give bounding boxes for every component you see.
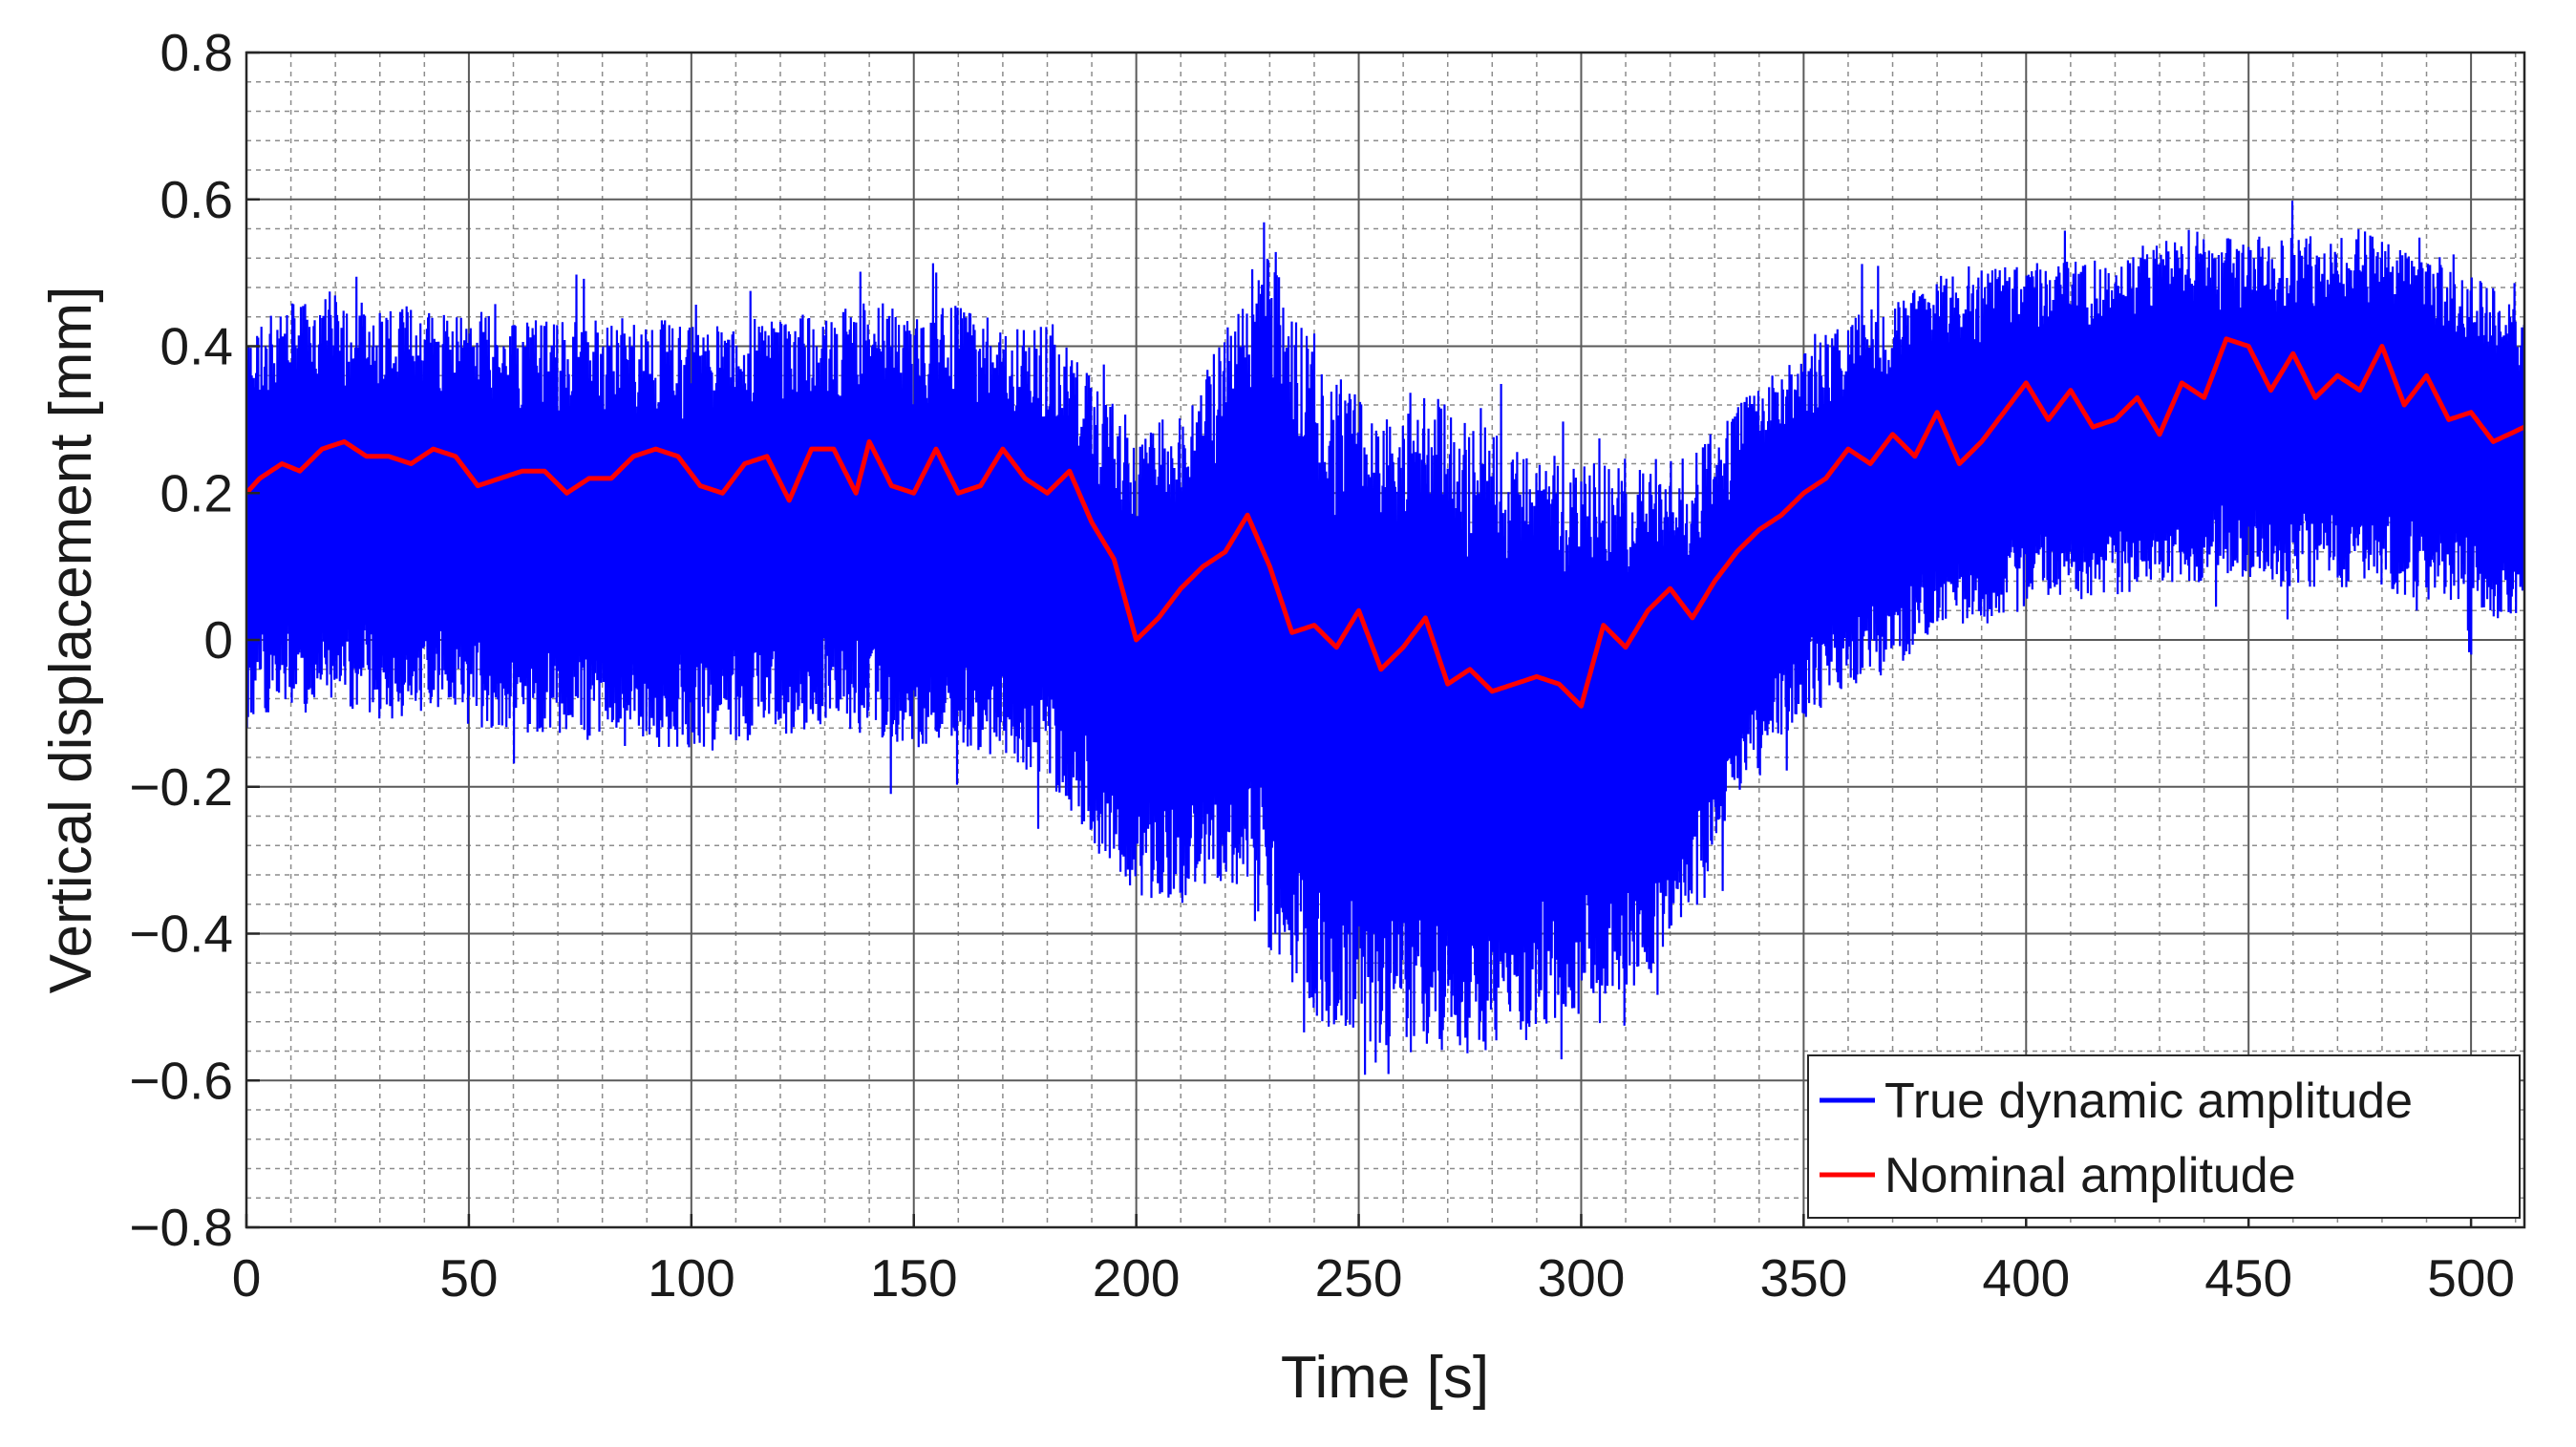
y-tick-label: −0.8	[129, 1198, 233, 1257]
y-tick-label: −0.2	[129, 757, 233, 817]
tick-labels: 0 50 100 150 200 250 300 350 400 450 500 −0.8 −0.6 −0…	[129, 23, 2515, 1308]
x-tick-label: 500	[2427, 1248, 2515, 1308]
y-tick-label: −0.6	[129, 1051, 233, 1110]
x-axis-title: Time [s]	[1281, 1345, 1489, 1411]
legend-label-nominal-amplitude: Nominal amplitude	[1884, 1148, 2296, 1203]
series-line-true-dynamic-amplitude	[246, 201, 2524, 1075]
legend-box	[1807, 1054, 2521, 1219]
x-tick-label: 400	[1982, 1248, 2070, 1308]
series-line-nominal-amplitude	[246, 336, 2524, 709]
y-tick-label: 0.2	[160, 463, 233, 522]
series-layer	[246, 201, 2524, 1075]
legend-label-true-dynamic-amplitude: True dynamic amplitude	[1884, 1074, 2413, 1129]
x-tick-label: 150	[870, 1248, 958, 1308]
x-tick-label: 0	[232, 1248, 262, 1308]
x-tick-label: 450	[2204, 1248, 2292, 1308]
x-tick-label: 50	[439, 1248, 498, 1308]
x-tick-label: 100	[648, 1248, 735, 1308]
x-tick-label: 200	[1093, 1248, 1181, 1308]
y-tick-label: 0	[203, 610, 233, 670]
y-tick-label: 0.4	[160, 317, 233, 376]
y-tick-label: −0.4	[129, 904, 233, 964]
y-tick-label: 0.6	[160, 170, 233, 229]
x-tick-label: 350	[1759, 1248, 1847, 1308]
x-tick-label: 250	[1315, 1248, 1403, 1308]
y-tick-label: 0.8	[160, 23, 233, 82]
y-axis-title: Vertical displacement [mm]	[38, 287, 104, 994]
legend: True dynamic amplitude Nominal amplitude	[1807, 1054, 2521, 1219]
x-tick-label: 300	[1538, 1248, 1626, 1308]
